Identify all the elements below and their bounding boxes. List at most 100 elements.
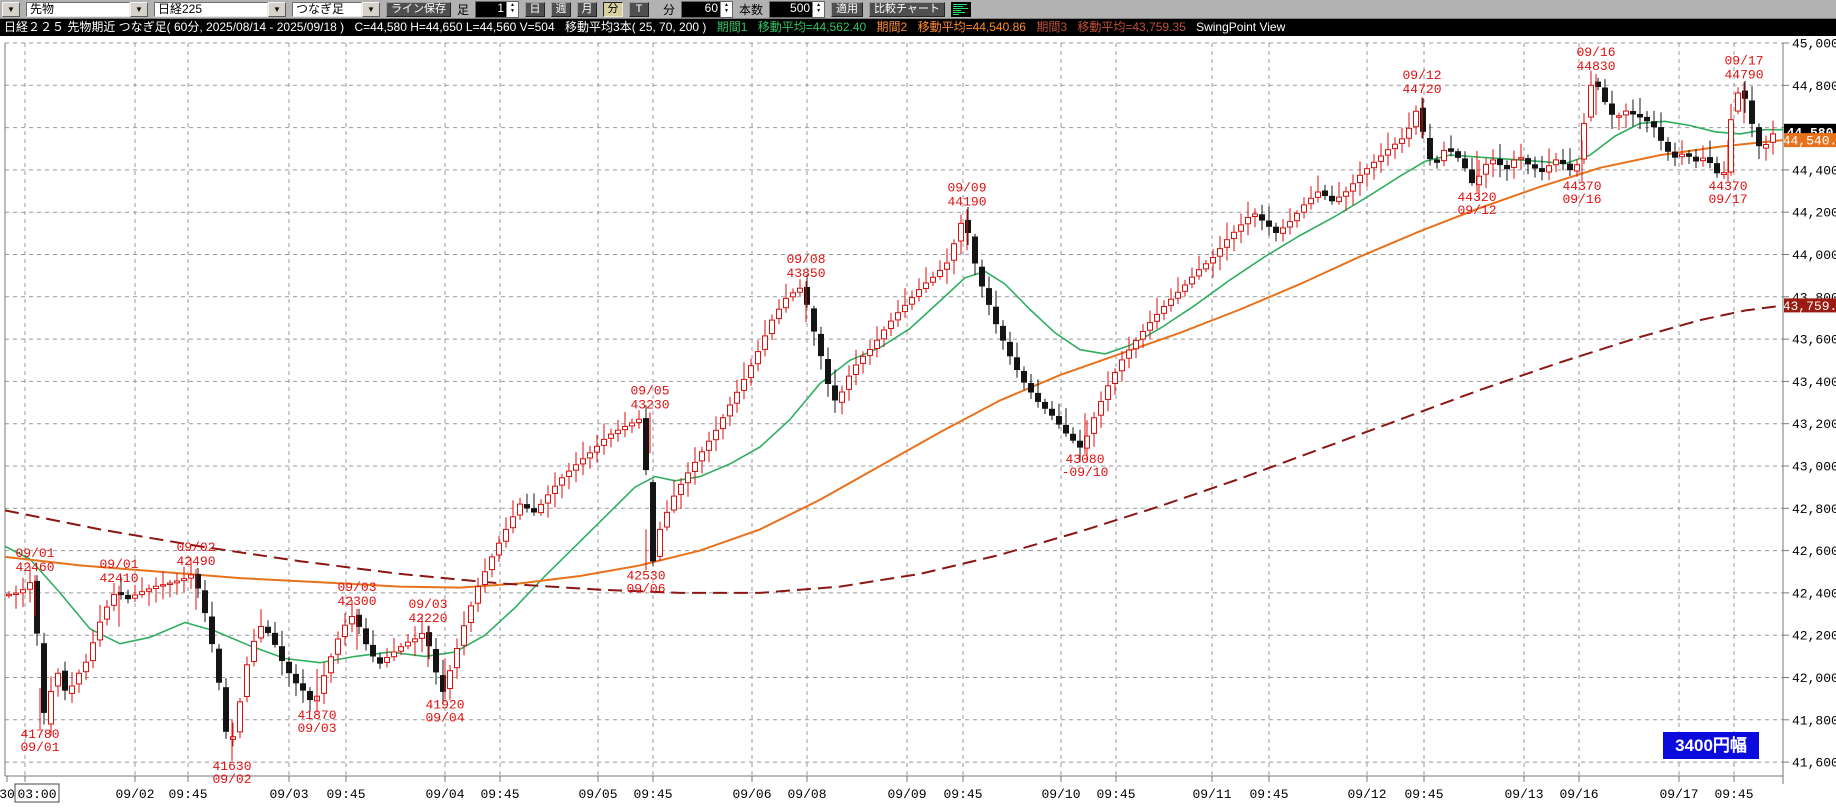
candle-up — [237, 701, 243, 733]
count-stepper[interactable]: 500 ▲ ▼ — [769, 0, 826, 18]
mini-dropdown[interactable]: ▼ — [2, 1, 20, 17]
candle-up — [1189, 276, 1195, 285]
candle-up — [958, 222, 964, 242]
period-month-button[interactable]: 月 — [577, 1, 598, 17]
svg-text:44,540.: 44,540. — [1783, 134, 1836, 149]
chart-area[interactable]: 09/01 42460 09/01 42410 09/02 42490 09/03 42300… — [0, 36, 1836, 810]
svg-text:42530: 42530 — [626, 568, 665, 583]
candle-down — [1028, 383, 1034, 393]
candle-down — [1637, 114, 1643, 118]
candle-up — [230, 736, 236, 740]
candle-up — [678, 483, 684, 495]
candle-up — [685, 472, 691, 484]
period-tick-button[interactable]: T — [629, 1, 650, 17]
candle-down — [1266, 220, 1272, 227]
candle-up — [1378, 155, 1384, 162]
ma-line-ma70 — [4, 139, 1784, 589]
candle-up — [447, 670, 453, 690]
chevron-down-icon[interactable]: ▼ — [2, 1, 20, 17]
chart-type-select[interactable]: つなぎ足 ▼ — [292, 1, 380, 17]
candle-down — [832, 385, 838, 401]
chevron-down-icon[interactable]: ▼ — [362, 1, 380, 17]
candle-down — [1469, 169, 1475, 184]
mini-chart-icon[interactable] — [950, 1, 971, 17]
bar-count-value: 1 — [497, 0, 505, 15]
candle-down — [1742, 90, 1748, 99]
candle-up — [1679, 153, 1685, 158]
candle-up — [69, 685, 75, 694]
svg-text:09:45: 09:45 — [1714, 787, 1753, 802]
svg-text:-09/10: -09/10 — [1062, 465, 1109, 480]
save-lines-button[interactable]: ライン保存 — [386, 1, 451, 17]
candle-up — [1385, 149, 1391, 156]
candle-up — [20, 589, 26, 594]
candle-up — [1287, 221, 1293, 228]
candle-up — [335, 638, 341, 655]
candle-up — [629, 422, 635, 427]
svg-text:09:45: 09:45 — [1096, 787, 1135, 802]
bar-count-stepper[interactable]: 1 ▲ ▼ — [475, 0, 520, 18]
candle-down — [993, 306, 999, 325]
period-week-button[interactable]: 週 — [551, 1, 572, 17]
svg-text:44370: 44370 — [1708, 179, 1747, 194]
svg-text:09/01: 09/01 — [99, 557, 138, 572]
svg-text:44190: 44190 — [947, 194, 986, 209]
candle-down — [41, 643, 47, 713]
apply-button[interactable]: 適用 — [831, 1, 864, 17]
svg-text:09/12: 09/12 — [1457, 203, 1496, 218]
svg-text:44720: 44720 — [1402, 82, 1441, 97]
candle-up — [251, 640, 257, 663]
candle-down — [1651, 121, 1657, 128]
candle-up — [1616, 115, 1622, 118]
svg-text:42410: 42410 — [99, 571, 138, 586]
candle-up — [762, 335, 768, 350]
candle-down — [1462, 158, 1468, 169]
candle-up — [90, 642, 96, 662]
spinner-icon[interactable]: ▲ ▼ — [812, 1, 825, 17]
candle-down — [818, 333, 824, 357]
svg-text:41780: 41780 — [20, 727, 59, 742]
candle-down — [1322, 190, 1328, 196]
candle-up — [741, 378, 747, 391]
spinner-icon[interactable]: ▲ ▼ — [720, 1, 733, 17]
candle-down — [531, 508, 537, 513]
candle-up — [1700, 157, 1706, 162]
candle-down — [1665, 141, 1671, 152]
period-minute-button[interactable]: 分 — [603, 1, 624, 17]
candle-up — [461, 625, 467, 646]
candle-up — [1413, 110, 1419, 128]
candle-up — [727, 404, 733, 417]
chevron-down-icon[interactable]: ▼ — [268, 1, 286, 17]
period-day-button[interactable]: 日 — [525, 1, 546, 17]
candle-down — [265, 626, 271, 634]
spinner-icon[interactable]: ▲ ▼ — [506, 1, 519, 17]
candle-down — [426, 632, 432, 647]
svg-text:44,200.: 44,200. — [1792, 206, 1836, 221]
candle-up — [615, 429, 621, 435]
instrument-type-select[interactable]: 先物 ▼ — [26, 1, 148, 17]
chevron-down-icon[interactable]: ▼ — [130, 1, 148, 17]
chart-type-value: つなぎ足 — [292, 1, 362, 17]
candle-up — [1119, 359, 1125, 372]
candle-up — [1399, 138, 1405, 144]
candle-down — [363, 628, 369, 645]
svg-text:09/06: 09/06 — [732, 787, 771, 802]
svg-text:09/17: 09/17 — [1708, 192, 1747, 207]
candle-down — [300, 683, 306, 691]
candle-up — [874, 339, 880, 350]
svg-text:09/03: 09/03 — [408, 597, 447, 612]
minute-stepper[interactable]: 60 ▲ ▼ — [681, 0, 734, 18]
svg-text:41630: 41630 — [212, 759, 251, 774]
svg-text:09/03: 09/03 — [297, 721, 336, 736]
crosshair-time-box — [14, 783, 60, 803]
symbol-select[interactable]: 日経225 ▼ — [154, 1, 286, 17]
svg-text:09/08: 09/08 — [787, 787, 826, 802]
candle-up — [692, 461, 698, 472]
candle-up — [321, 675, 327, 694]
candle-down — [1049, 408, 1055, 416]
candlesticks — [6, 70, 1776, 747]
ma-summary: 移動平均3本( 25, 70, 200 ) — [565, 20, 707, 34]
compare-chart-button[interactable]: 比較チャート — [869, 1, 945, 17]
count-label: 本数 — [739, 2, 764, 17]
